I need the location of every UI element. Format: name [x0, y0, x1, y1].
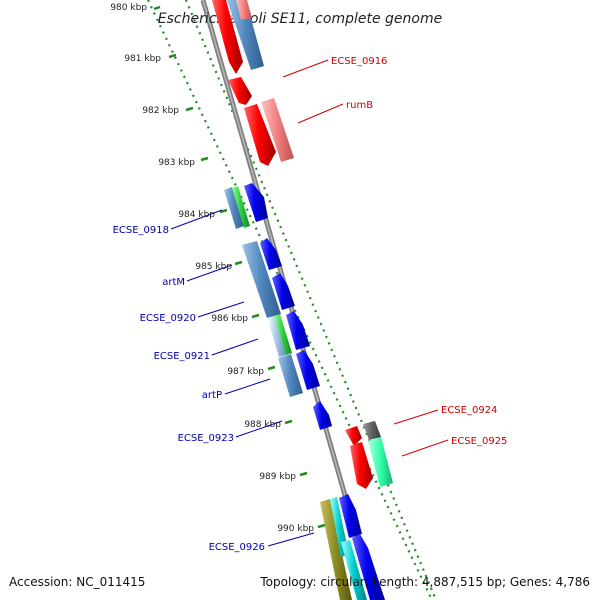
outer-label-leaders — [282, 59, 449, 457]
gene-feature[interactable] — [278, 354, 303, 397]
gene-label-artm[interactable]: artM — [162, 277, 185, 288]
gene-feature[interactable] — [228, 77, 252, 105]
gene-feature[interactable] — [320, 499, 352, 600]
gene-label-ecse-0918[interactable]: ECSE_0918 — [113, 225, 169, 236]
kbp-label: 986 kbp — [211, 314, 248, 324]
kbp-label: 989 kbp — [259, 472, 296, 482]
accession-label: Accession: NC_011415 — [9, 575, 146, 589]
kbp-label: 987 kbp — [227, 367, 264, 377]
gene-label-artp[interactable]: artP — [202, 390, 222, 401]
gene-label-ecse-0916[interactable]: ECSE_0916 — [331, 56, 387, 67]
kbp-label: 982 kbp — [142, 106, 179, 116]
gene-feature[interactable] — [242, 241, 281, 318]
outer-dotted-ring — [147, 0, 433, 600]
kbp-label: 981 kbp — [124, 54, 161, 64]
kbp-tick-marks — [153, 5, 326, 529]
gene-feature[interactable] — [368, 437, 393, 487]
gene-feature[interactable] — [272, 273, 295, 310]
gene-feature[interactable] — [227, 0, 264, 70]
gene-feature[interactable] — [267, 316, 286, 357]
gene-feature[interactable] — [352, 534, 385, 600]
kbp-label: 988 kbp — [244, 420, 281, 430]
gene-feature[interactable] — [260, 238, 282, 270]
kbp-label: 983 kbp — [158, 158, 195, 168]
kbp-label: 980 kbp — [110, 3, 147, 13]
reverse-strand-genes — [224, 183, 385, 600]
gene-label-ecse-0926[interactable]: ECSE_0926 — [209, 542, 265, 553]
gene-label-ecse-0925[interactable]: ECSE_0925 — [451, 436, 507, 447]
gene-label-rumb[interactable]: rumB — [346, 100, 373, 111]
kbp-labels: 980 kbp 981 kbp 982 kbp 983 kbp 984 kbp … — [110, 3, 314, 534]
gene-feature[interactable] — [274, 314, 292, 355]
inner-label-leaders — [170, 209, 315, 547]
gene-feature[interactable] — [341, 540, 367, 600]
gene-feature[interactable] — [212, 0, 243, 74]
inner-dotted-ring — [184, 0, 438, 600]
gene-label-ecse-0923[interactable]: ECSE_0923 — [178, 433, 234, 444]
gene-label-ecse-0920[interactable]: ECSE_0920 — [140, 313, 196, 324]
gene-feature[interactable] — [345, 426, 362, 446]
gene-feature[interactable] — [261, 98, 294, 162]
gene-feature[interactable] — [339, 494, 362, 538]
genome-title: Escherichia coli SE11, complete genome — [158, 11, 442, 27]
gene-feature[interactable] — [244, 183, 268, 222]
kbp-label: 990 kbp — [277, 524, 314, 534]
kbp-label: 985 kbp — [195, 262, 232, 272]
gene-label-ecse-0924[interactable]: ECSE_0924 — [441, 405, 497, 416]
gene-feature[interactable] — [350, 442, 373, 489]
gene-feature[interactable] — [296, 350, 320, 390]
inner-gene-labels: ECSE_0918 artM ECSE_0920 ECSE_0921 artP … — [113, 225, 265, 553]
gene-feature[interactable] — [313, 401, 332, 430]
genome-summary: Topology: circular; Length: 4,887,515 bp… — [260, 575, 590, 589]
outer-gene-labels: ECSE_0916 rumB ECSE_0924 ECSE_0925 — [331, 56, 507, 447]
gene-feature[interactable] — [236, 0, 252, 20]
gene-feature[interactable] — [244, 104, 276, 166]
kbp-label: 984 kbp — [178, 210, 215, 220]
gene-feature[interactable] — [224, 187, 244, 229]
gene-feature[interactable] — [232, 186, 250, 228]
gene-feature[interactable] — [363, 421, 381, 440]
forward-strand-genes — [212, 0, 393, 489]
gene-label-ecse-0921[interactable]: ECSE_0921 — [154, 351, 210, 362]
gene-feature[interactable] — [286, 311, 310, 350]
